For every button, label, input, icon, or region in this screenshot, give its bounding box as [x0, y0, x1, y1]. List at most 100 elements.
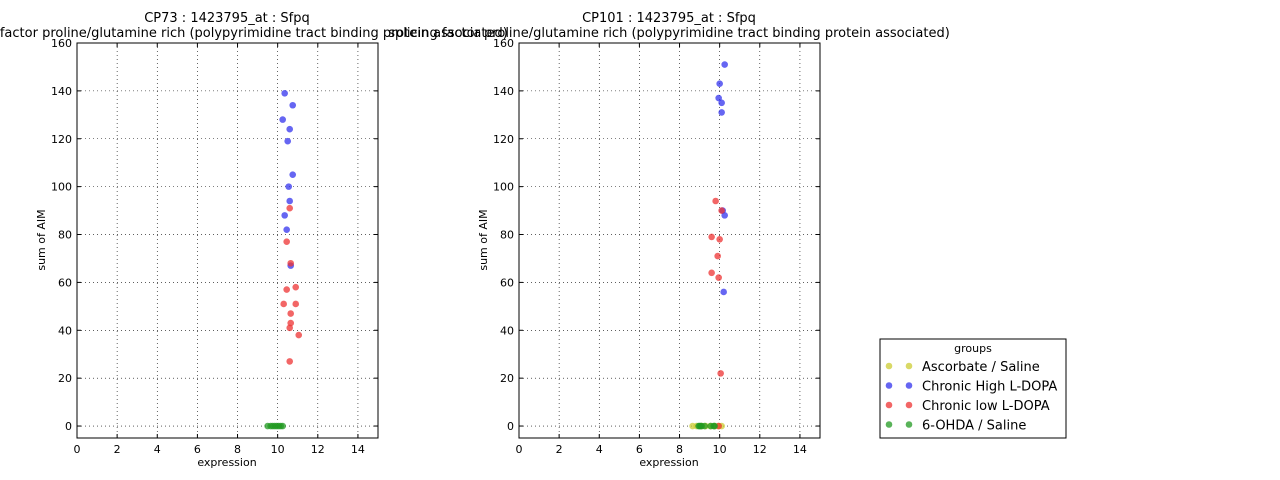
y-tick-label: 160 — [51, 37, 72, 50]
data-point — [283, 226, 290, 234]
data-point — [708, 233, 715, 241]
x-tick-label: 10 — [713, 443, 727, 456]
x-axis-label: expression — [639, 456, 698, 469]
data-point — [295, 331, 303, 339]
data-point — [718, 109, 725, 116]
data-point — [286, 358, 294, 365]
legend-label: 6-OHDA / Saline — [922, 419, 1026, 434]
data-point — [289, 171, 297, 178]
data-point — [716, 80, 723, 87]
data-point — [292, 300, 300, 308]
data-point — [716, 236, 723, 243]
data-point — [714, 252, 721, 260]
y-tick-label: 0 — [65, 420, 72, 433]
y-tick-label: 120 — [493, 133, 514, 146]
data-point — [281, 89, 288, 97]
data-point — [718, 99, 725, 107]
legend: groups Ascorbate / Saline Chronic High L-… — [879, 338, 1067, 439]
x-tick-label: 14 — [793, 443, 807, 456]
legend-title: groups — [954, 342, 992, 355]
legend-marker — [885, 421, 893, 428]
data-point — [283, 286, 290, 293]
y-tick-label: 20 — [58, 372, 72, 385]
data-point — [279, 422, 286, 430]
y-tick-label: 100 — [493, 181, 514, 194]
data-point — [286, 197, 294, 205]
y-tick-label: 160 — [493, 37, 514, 50]
x-tick-label: 12 — [311, 443, 325, 456]
data-point — [701, 422, 708, 430]
data-point — [708, 269, 715, 277]
x-tick-label: 0 — [516, 443, 523, 456]
subplot-cp73: CP73 : 1423795_at : Sfpq splicing factor… — [0, 11, 508, 469]
data-point — [715, 94, 722, 102]
y-tick-label: 140 — [493, 85, 514, 98]
data-point — [292, 283, 300, 291]
chart-title-line1: CP73 : 1423795_at : Sfpq — [144, 11, 310, 26]
plot-frame — [76, 42, 379, 439]
legend-marker — [905, 382, 913, 389]
y-tick-label: 40 — [58, 324, 72, 337]
chart-title-line2: splicing factor proline/glutamine rich (… — [388, 26, 950, 41]
legend-marker — [905, 362, 913, 370]
x-tick-label: 2 — [114, 443, 121, 456]
plot-frame — [518, 42, 821, 439]
y-tick-label: 40 — [500, 324, 514, 337]
data-point — [717, 370, 724, 377]
y-tick-label: 60 — [500, 276, 514, 289]
data-point — [721, 61, 728, 68]
data-point — [286, 204, 294, 212]
data-point — [281, 212, 288, 219]
data-point — [280, 300, 287, 308]
legend-marker — [905, 401, 913, 409]
x-tick-label: 14 — [351, 443, 365, 456]
data-point — [712, 197, 719, 205]
legend-label: Ascorbate / Saline — [922, 360, 1040, 375]
y-tick-label: 80 — [58, 229, 72, 242]
data-point — [286, 125, 294, 133]
x-tick-label: 4 — [154, 443, 161, 456]
x-tick-label: 8 — [234, 443, 241, 456]
subplot-cp101: CP101 : 1423795_at : Sfpq splicing facto… — [388, 11, 950, 469]
legend-marker — [885, 382, 893, 389]
x-tick-label: 6 — [636, 443, 643, 456]
y-tick-label: 100 — [51, 181, 72, 194]
y-tick-label: 20 — [500, 372, 514, 385]
y-tick-label: 60 — [58, 276, 72, 289]
x-tick-label: 0 — [74, 443, 81, 456]
legend-frame — [879, 338, 1067, 439]
legend-label: Chronic High L-DOPA — [922, 380, 1057, 395]
chart-title-line2: splicing factor proline/glutamine rich (… — [0, 26, 508, 41]
data-point — [279, 116, 286, 123]
x-tick-label: 4 — [596, 443, 603, 456]
x-tick-label: 10 — [271, 443, 285, 456]
legend-marker — [885, 362, 893, 370]
y-tick-label: 120 — [51, 133, 72, 146]
x-axis-label: expression — [197, 456, 256, 469]
data-point — [286, 324, 294, 332]
x-tick-label: 6 — [194, 443, 201, 456]
data-point — [721, 212, 728, 219]
data-point — [711, 422, 718, 430]
data-point — [720, 288, 727, 296]
data-point — [715, 274, 722, 281]
data-point — [289, 101, 297, 109]
data-point — [287, 310, 295, 317]
data-point — [284, 137, 292, 145]
legend-marker — [905, 421, 913, 428]
legend-label: Chronic low L-DOPA — [922, 399, 1050, 414]
chart-title-line1: CP101 : 1423795_at : Sfpq — [582, 11, 756, 26]
x-tick-label: 2 — [556, 443, 563, 456]
y-tick-label: 140 — [51, 85, 72, 98]
legend-marker — [885, 401, 893, 409]
y-axis-label: sum of AIM — [35, 209, 48, 270]
data-point — [718, 207, 725, 214]
x-tick-label: 8 — [676, 443, 683, 456]
data-point — [285, 183, 293, 190]
data-point — [287, 259, 295, 267]
y-tick-label: 80 — [500, 229, 514, 242]
data-point — [283, 238, 290, 245]
y-axis-label: sum of AIM — [477, 209, 490, 270]
y-tick-label: 0 — [507, 420, 514, 433]
